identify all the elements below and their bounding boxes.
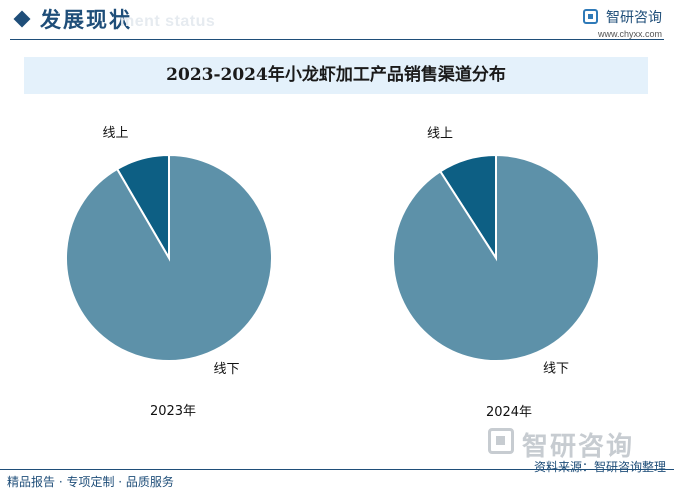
chart-title-bar: 2023-2024年小龙虾加工产品销售渠道分布 (24, 57, 648, 94)
chart-title: 2023-2024年小龙虾加工产品销售渠道分布 (166, 65, 506, 85)
brand: 智研咨询 www.chyxx.com (562, 6, 662, 39)
section-subtitle-ghost: ment status (120, 13, 216, 30)
footer-tagline: 精品报告 · 专项定制 · 品质服务 (7, 475, 174, 489)
header: 发展现状 ment status 智研咨询 www.chyxx.com (0, 0, 674, 44)
label-offline-0: 线下 (214, 362, 240, 377)
footer: 精品报告 · 专项定制 · 品质服务 资料来源：智研咨询整理 (0, 460, 674, 493)
label-offline-1: 线下 (543, 361, 569, 376)
header-divider (10, 39, 664, 40)
section-title: 发展现状 (40, 8, 132, 32)
pie-caption-1: 2024年 (486, 405, 532, 420)
label-online-0: 线上 (102, 126, 128, 141)
label-online-1: 线上 (427, 127, 453, 142)
watermark-logo-icon (488, 428, 514, 454)
pie-slice-offline-0 (65, 153, 273, 362)
footer-source: 资料来源：智研咨询整理 (533, 460, 666, 474)
watermark-text: 智研咨询 (522, 432, 635, 462)
pie-slice-offline-1 (392, 153, 600, 362)
diamond-icon (13, 10, 31, 28)
watermark-logo: 智研咨询 (488, 426, 658, 462)
brand-url: www.chyxx.com (597, 28, 662, 39)
brand-logo-icon (582, 9, 598, 24)
brand-name: 智研咨询 (606, 9, 662, 26)
pie-caption-0: 2023年 (150, 404, 196, 419)
